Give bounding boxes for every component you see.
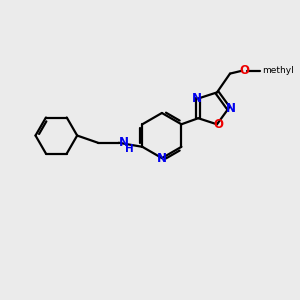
Text: N: N xyxy=(226,102,236,115)
Text: O: O xyxy=(213,118,224,131)
Text: N: N xyxy=(119,136,129,149)
Text: H: H xyxy=(125,144,134,154)
Text: methyl: methyl xyxy=(262,66,294,75)
Text: O: O xyxy=(239,64,250,77)
Text: N: N xyxy=(157,152,167,165)
Text: N: N xyxy=(192,92,202,105)
